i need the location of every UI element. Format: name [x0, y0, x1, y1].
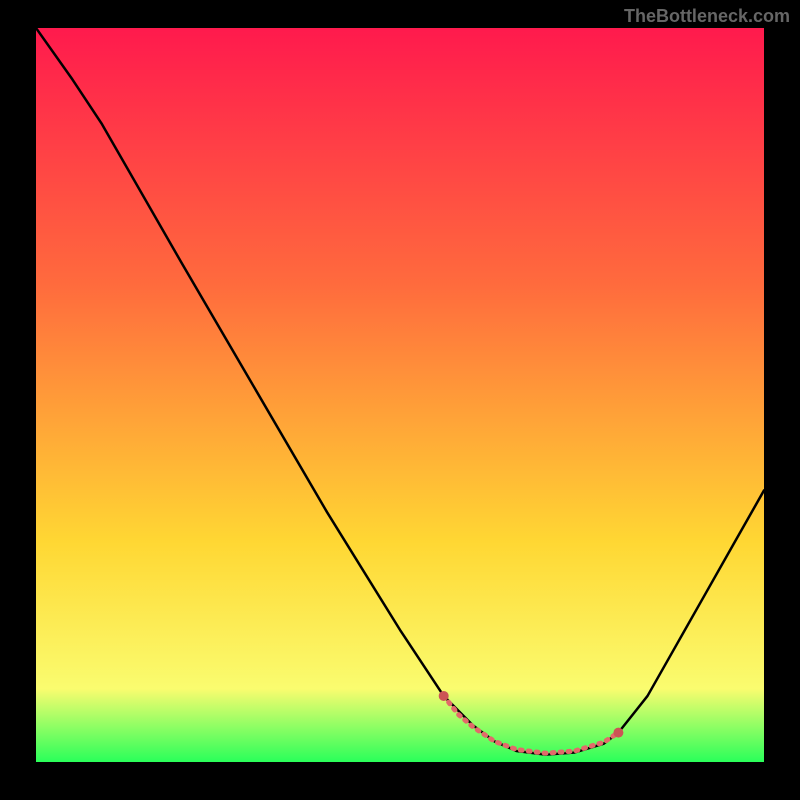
gradient-plot-area — [36, 28, 764, 762]
endpoint-node — [613, 728, 623, 738]
optimal-range-endpoints — [439, 691, 624, 738]
bottleneck-curve — [36, 28, 764, 755]
optimal-range-marker — [444, 696, 619, 753]
endpoint-node — [439, 691, 449, 701]
watermark-text: TheBottleneck.com — [624, 6, 790, 27]
curve-layer — [36, 28, 764, 762]
